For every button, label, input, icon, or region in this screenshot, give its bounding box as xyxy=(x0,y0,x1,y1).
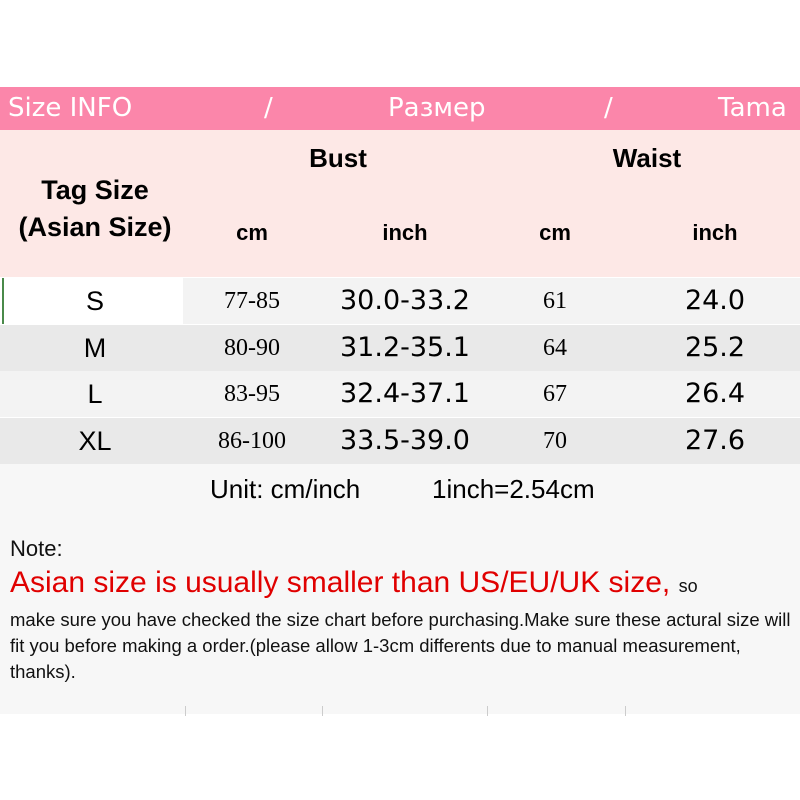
banner-size-info: Size INFO xyxy=(8,93,133,123)
cell-waist-inch: 27.6 xyxy=(684,424,746,456)
cell-waist-inch: 25.2 xyxy=(684,331,746,363)
cell-bust-inch: 33.5-39.0 xyxy=(340,424,470,456)
cell-bust-cm: 86-100 xyxy=(218,427,286,454)
cell-bust-inch: 31.2-35.1 xyxy=(340,331,470,363)
cell-bust-cm: 77-85 xyxy=(224,288,280,314)
note-title: Note: xyxy=(10,536,63,561)
table-header xyxy=(0,130,800,277)
header-waist-cm: cm xyxy=(539,220,571,245)
cell-size: S xyxy=(85,286,105,316)
banner-russian: Размер xyxy=(388,93,486,123)
cell-bust-cm: 80-90 xyxy=(224,334,280,361)
banner-separator: / xyxy=(604,93,613,123)
cell-bg xyxy=(0,278,183,324)
header-waist: Waist xyxy=(612,143,682,173)
header-bust-inch: inch xyxy=(382,220,428,245)
header-bust-cm: cm xyxy=(236,220,268,245)
cell-size: L xyxy=(87,379,103,409)
tag-size-label: Tag Size xyxy=(41,175,149,205)
cell-waist-cm: 70 xyxy=(543,427,567,454)
grid-tick xyxy=(322,706,323,716)
cell-waist-cm: 64 xyxy=(543,334,567,361)
cell-bust-inch: 32.4-37.1 xyxy=(340,378,470,409)
table-row: XL 86-100 33.5-39.0 70 27.6 xyxy=(0,417,800,464)
table-row: L 83-95 32.4-37.1 67 26.4 xyxy=(0,371,800,417)
banner-separator: / xyxy=(264,93,273,123)
unit-label: Unit: cm/inch xyxy=(210,474,361,504)
notes-area xyxy=(0,464,800,714)
header-waist-inch: inch xyxy=(692,220,738,245)
grid-tick xyxy=(625,706,626,716)
cell-size: XL xyxy=(78,425,112,456)
title-banner: Size INFO / Размер / Tama xyxy=(0,87,800,130)
banner-spanish: Tama xyxy=(718,93,787,123)
cell-waist-inch: 26.4 xyxy=(684,378,746,409)
grid-tick xyxy=(487,706,488,716)
note-warning: Asian size is usually smaller than US/EU… xyxy=(10,566,698,600)
warning-tail: so xyxy=(678,576,698,596)
table-row: S 77-85 30.0-33.2 61 24.0 xyxy=(0,278,800,324)
header-bust: Bust xyxy=(309,143,367,173)
header-tag-size: Tag Size (Asian Size) xyxy=(18,172,171,246)
cell-bust-cm: 83-95 xyxy=(224,381,280,407)
cell-bust-inch: 30.0-33.2 xyxy=(340,285,470,316)
cell-waist-cm: 61 xyxy=(543,288,567,314)
table-row: M 80-90 31.2-35.1 64 25.2 xyxy=(0,324,800,371)
note-body: make sure you have checked the size char… xyxy=(10,609,791,682)
unit-conversion: 1inch=2.54cm xyxy=(432,474,595,504)
warning-text: Asian size is usually smaller than US/EU… xyxy=(10,566,671,599)
row-marker xyxy=(2,278,4,324)
asian-size-label: (Asian Size) xyxy=(18,212,172,242)
cell-waist-cm: 67 xyxy=(543,381,567,407)
cell-waist-inch: 24.0 xyxy=(684,285,746,316)
cell-size: M xyxy=(83,332,107,363)
grid-tick xyxy=(185,706,186,716)
